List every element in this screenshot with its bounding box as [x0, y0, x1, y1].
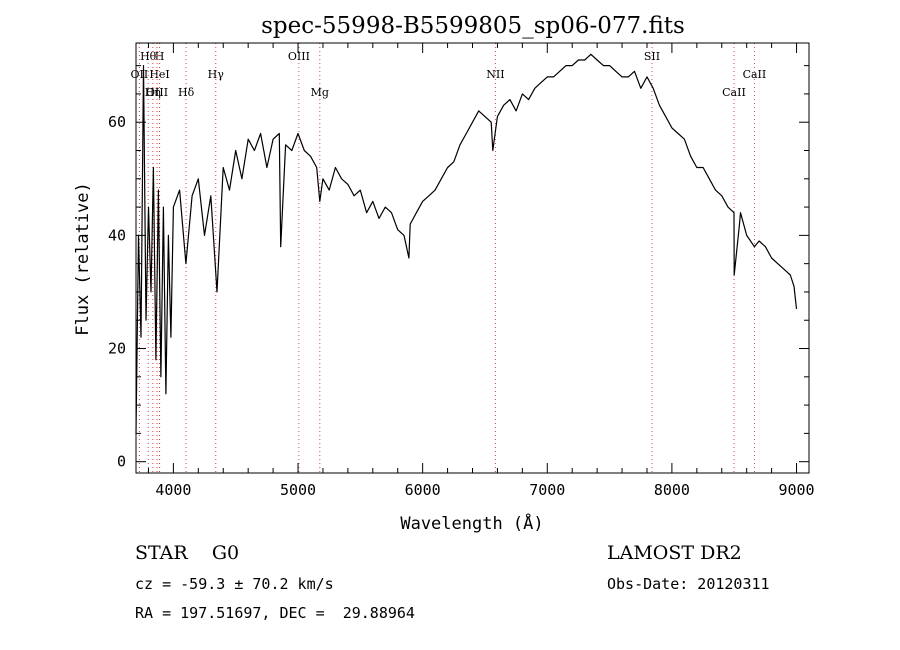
- coordinates: RA = 197.51697, DEC = 29.88964: [135, 604, 415, 622]
- survey-name: LAMOST DR2: [607, 542, 742, 564]
- marker-label: Hγ: [208, 68, 225, 81]
- x-tick-label: 7000: [529, 481, 565, 499]
- marker-label: NII: [486, 68, 504, 81]
- marker-label: OII: [131, 68, 149, 81]
- plot-frame: [135, 42, 810, 474]
- spectrum-series-layer: [135, 53, 798, 434]
- marker-label: CaII: [722, 86, 746, 99]
- marker-label: HeI: [149, 68, 169, 81]
- marker-label: Mg: [311, 86, 329, 99]
- x-axis-label: Wavelength (Å): [400, 512, 543, 534]
- axis-ticks: 4000 5000 6000 7000 8000 9000 0 20 40 60: [108, 43, 815, 499]
- marker-label: Hη: [145, 86, 161, 99]
- x-tick-label: 5000: [280, 481, 316, 499]
- chart-title: spec-55998-B5599805_sp06-077.fits: [261, 13, 685, 39]
- x-tick-label: 8000: [654, 481, 690, 499]
- marker-label: OIII: [288, 50, 310, 63]
- redshift-value: cz = -59.3 ± 70.2 km/s: [135, 575, 334, 593]
- marker-label: SII: [644, 50, 660, 63]
- y-tick-label: 20: [108, 340, 126, 358]
- marker-label: Hδ: [178, 86, 195, 99]
- marker-label: CaII: [743, 68, 767, 81]
- object-class: STAR G0: [135, 542, 240, 564]
- x-tick-label: 9000: [778, 481, 814, 499]
- y-tick-label: 60: [108, 113, 126, 131]
- observation-date: Obs-Date: 20120311: [607, 575, 770, 593]
- x-tick-label: 6000: [405, 481, 441, 499]
- x-tick-label: 4000: [155, 481, 191, 499]
- marker-label: H: [155, 50, 165, 63]
- y-axis-label: Flux (relative): [73, 182, 93, 336]
- y-tick-label: 40: [108, 226, 126, 244]
- y-tick-label: 0: [117, 453, 126, 471]
- spectrum-chart: spec-55998-B5599805_sp06-077.fits HθHOII…: [73, 13, 815, 534]
- marker-label: OIII: [146, 86, 168, 99]
- spectrum-line: [135, 53, 798, 434]
